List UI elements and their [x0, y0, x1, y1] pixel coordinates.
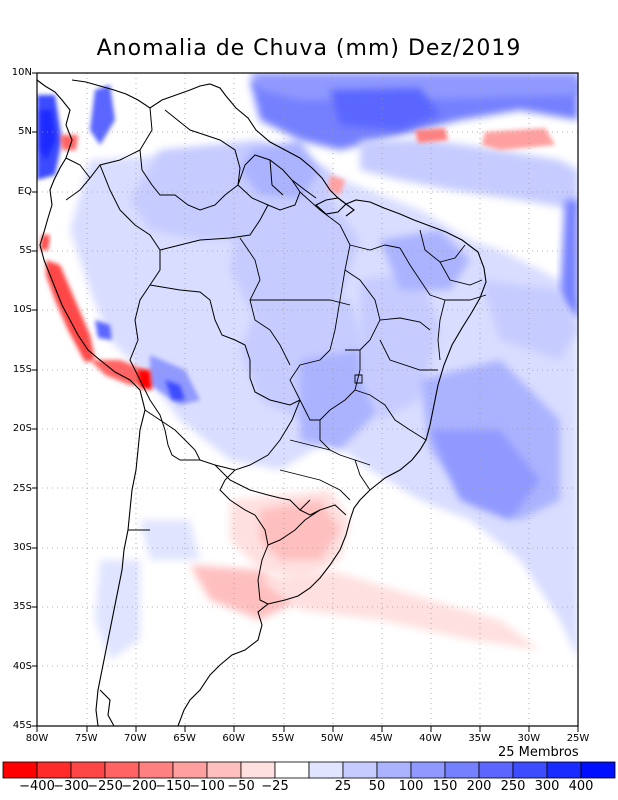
anomaly-region [165, 380, 185, 400]
lon-tick-label: 80W [25, 733, 49, 744]
colorbar-swatch [478, 761, 514, 779]
lat-tick-label: 30S [12, 541, 32, 553]
anomaly-region [560, 200, 578, 320]
lon-tick-label: 65W [173, 733, 196, 744]
lat-tick-label: 20S [12, 423, 32, 435]
lat-tick-label: 45S [12, 720, 32, 731]
colorbar-swatch [580, 761, 616, 779]
lon-tick-label: 35W [468, 733, 491, 744]
lat-tick-label: 10S [12, 304, 32, 316]
lat-tick-label: EQ [17, 185, 32, 197]
anomaly-region [46, 260, 95, 362]
anomaly-region [138, 370, 152, 390]
axis-ticks [32, 72, 579, 732]
anomaly-region [230, 200, 360, 330]
lon-tick-label: 55W [271, 733, 295, 744]
anomaly-region [95, 320, 112, 340]
anomaly-region [40, 110, 56, 160]
anomaly-region [260, 500, 340, 560]
lat-tick-label: 5S [19, 245, 32, 257]
lon-tick-label: 40W [419, 733, 442, 744]
lat-tick-label: 25S [12, 482, 32, 494]
colorbar-swatch [36, 761, 72, 779]
colorbar-swatch [104, 761, 140, 779]
anomaly-region [482, 128, 555, 150]
anomaly-region [415, 128, 448, 143]
lon-tick-label: 50W [320, 733, 344, 744]
colorbar-label: 25 [334, 779, 352, 794]
anomaly-region [190, 565, 300, 620]
anomaly-region [140, 520, 200, 560]
colorbar-label: 300 [534, 779, 560, 794]
anomaly-region [40, 235, 50, 250]
colorbar-swatch [274, 761, 310, 779]
colorbar-label: 200 [466, 779, 492, 794]
lon-tick-label: 30W [517, 733, 541, 744]
colorbar-swatch [512, 761, 548, 779]
lat-tick-label: 15S [12, 363, 32, 375]
colorbar-label: −100 [189, 779, 225, 794]
plot-frame [36, 72, 579, 727]
colorbar-label: 150 [432, 779, 458, 794]
lon-tick-label: 75W [74, 733, 98, 744]
state-borders [239, 191, 487, 501]
anomaly-region [260, 570, 540, 650]
anomaly-field [37, 73, 578, 660]
lat-tick-label: 10N [11, 67, 32, 78]
colorbar-swatch [206, 761, 242, 779]
colorbar-label: −300 [53, 779, 89, 794]
colorbar-swatch [308, 761, 344, 779]
colorbar-label: 100 [398, 779, 424, 794]
colorbar-label: −50 [227, 779, 255, 794]
colorbar-label: −400 [19, 779, 55, 794]
colorbar-swatch [70, 761, 106, 779]
anomaly-region [60, 135, 78, 150]
anomaly-region [480, 280, 578, 360]
anomaly-region [90, 85, 115, 145]
anomaly-region [240, 140, 320, 200]
colorbar [2, 761, 616, 779]
colorbar-swatch [2, 761, 38, 779]
country-borders [65, 107, 347, 605]
colorbar-label: 50 [368, 779, 386, 794]
colorbar-swatch [444, 761, 480, 779]
colorbar-label: −200 [121, 779, 157, 794]
colorbar-swatch [172, 761, 208, 779]
colorbar-swatch [376, 761, 412, 779]
anomaly-region [90, 360, 150, 385]
lat-tick-label: 40S [12, 660, 32, 672]
anomaly-region [328, 175, 345, 195]
colorbar-swatch [138, 761, 174, 779]
anomaly-region [360, 140, 578, 210]
colorbar-label: −150 [155, 779, 191, 794]
anomaly-region [150, 355, 200, 405]
anomaly-region [430, 430, 540, 520]
map-title: Anomalia de Chuva (mm) Dez/2019 [96, 36, 522, 61]
lat-tick-label: 5N [18, 126, 32, 138]
lon-tick-label: 70W [124, 733, 147, 744]
colorbar-label: −250 [87, 779, 123, 794]
anomaly-region [360, 270, 440, 420]
colorbar-label: 250 [500, 779, 526, 794]
grid-lines [37, 73, 578, 726]
colorbar-label: −25 [261, 779, 289, 794]
anomaly-region [330, 88, 440, 130]
members-label: 25 Membros [498, 745, 579, 760]
colorbar-swatch [342, 761, 378, 779]
anomaly-region [95, 560, 140, 660]
lon-tick-label: 25W [566, 733, 590, 744]
colorbar-label: 400 [568, 779, 594, 794]
colorbar-swatch [240, 761, 276, 779]
lon-tick-label: 45W [369, 733, 393, 744]
colorbar-swatch [410, 761, 446, 779]
lon-tick-label: 60W [222, 733, 246, 744]
lat-tick-label: 35S [12, 601, 32, 613]
colorbar-swatch [546, 761, 582, 779]
